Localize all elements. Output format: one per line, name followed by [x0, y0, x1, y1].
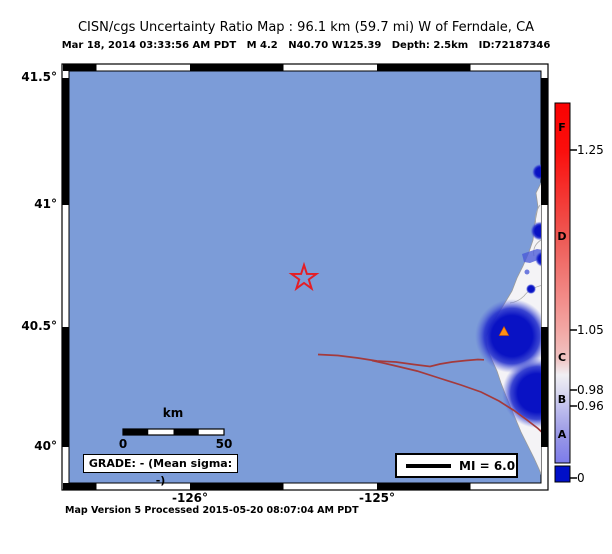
fault-legend-line-sample [406, 463, 451, 468]
x-tick-126: -126° [171, 491, 209, 505]
fault-lines [317, 353, 541, 433]
y-tick-40: 40° [34, 439, 57, 453]
scalebar-start-label: 0 [118, 437, 128, 451]
epicenter-star-icon [288, 261, 320, 292]
colorbar-grade-a: A [557, 428, 567, 441]
colorbar-tick-0.98: 0.98 [577, 383, 604, 397]
colorbar-grade-f: F [558, 121, 566, 134]
y-tick-41: 41° [34, 197, 57, 211]
x-tick-125: -125° [358, 491, 396, 505]
colorbar-grade-c: C [557, 351, 567, 364]
scalebar-unit-label: km [162, 406, 184, 420]
station-triangle-icon [498, 325, 510, 336]
colorbar [554, 102, 577, 483]
map-subtitle: Mar 18, 2014 03:33:56 AM PDT M 4.2 N40.7… [61, 40, 551, 51]
grade-status-box: GRADE: - (Mean sigma: -) [83, 454, 238, 487]
map-title: CISN/cgs Uncertainty Ratio Map : 96.1 km… [77, 20, 535, 35]
fault-legend-box: MI = 6.0 [395, 453, 518, 478]
y-tick-41.5: 41.5° [21, 70, 57, 84]
uncertainty-circles [475, 164, 541, 428]
scale-bar [122, 428, 225, 436]
colorbar-tick-1.05: 1.05 [577, 323, 604, 337]
map-version-text: Map Version 5 Processed 2015-05-20 08:07… [65, 505, 359, 516]
fault-legend-label: MI = 6.0 [459, 458, 516, 473]
colorbar-ticks [570, 149, 577, 479]
colorbar-grade-d: D [557, 230, 567, 243]
map-frame [61, 63, 549, 491]
colorbar-grade-b: B [557, 393, 567, 406]
y-tick-40.5: 40.5° [21, 319, 57, 333]
colorbar-tick-0.96: 0.96 [577, 399, 604, 413]
scalebar-end-label: 50 [215, 437, 233, 451]
colorbar-tick-1.25: 1.25 [577, 143, 604, 157]
colorbar-tick-0: 0 [577, 471, 585, 485]
